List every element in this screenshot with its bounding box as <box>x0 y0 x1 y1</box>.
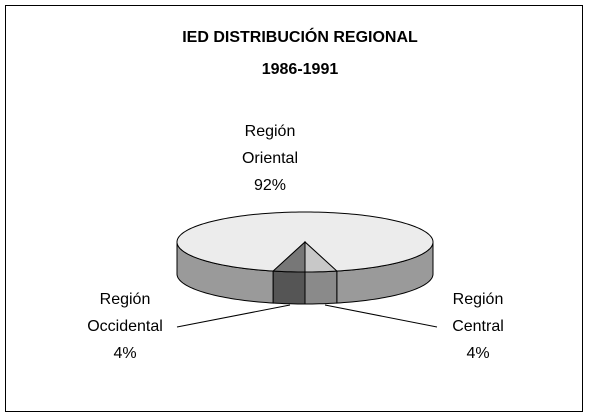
pie-side <box>304 270 338 305</box>
leader-line <box>176 304 291 328</box>
chart-title: IED DISTRIBUCIÓN REGIONAL <box>182 27 418 46</box>
chart-frame <box>5 5 583 412</box>
slice-label: Región Occidental <box>87 291 163 335</box>
pie-slice <box>271 240 306 273</box>
slice-label: Región Oriental <box>241 123 299 167</box>
pie <box>176 211 434 305</box>
pie-slice <box>304 240 339 273</box>
slice-value-label: 4% <box>113 345 137 362</box>
chart-subtitle: 1986-1991 <box>262 61 339 78</box>
pie-side <box>272 270 306 305</box>
slice-value-label: 92% <box>253 177 287 194</box>
slice-label: Región Central <box>452 291 504 335</box>
leader-line <box>324 304 438 328</box>
slice-value-label: 4% <box>466 345 490 362</box>
